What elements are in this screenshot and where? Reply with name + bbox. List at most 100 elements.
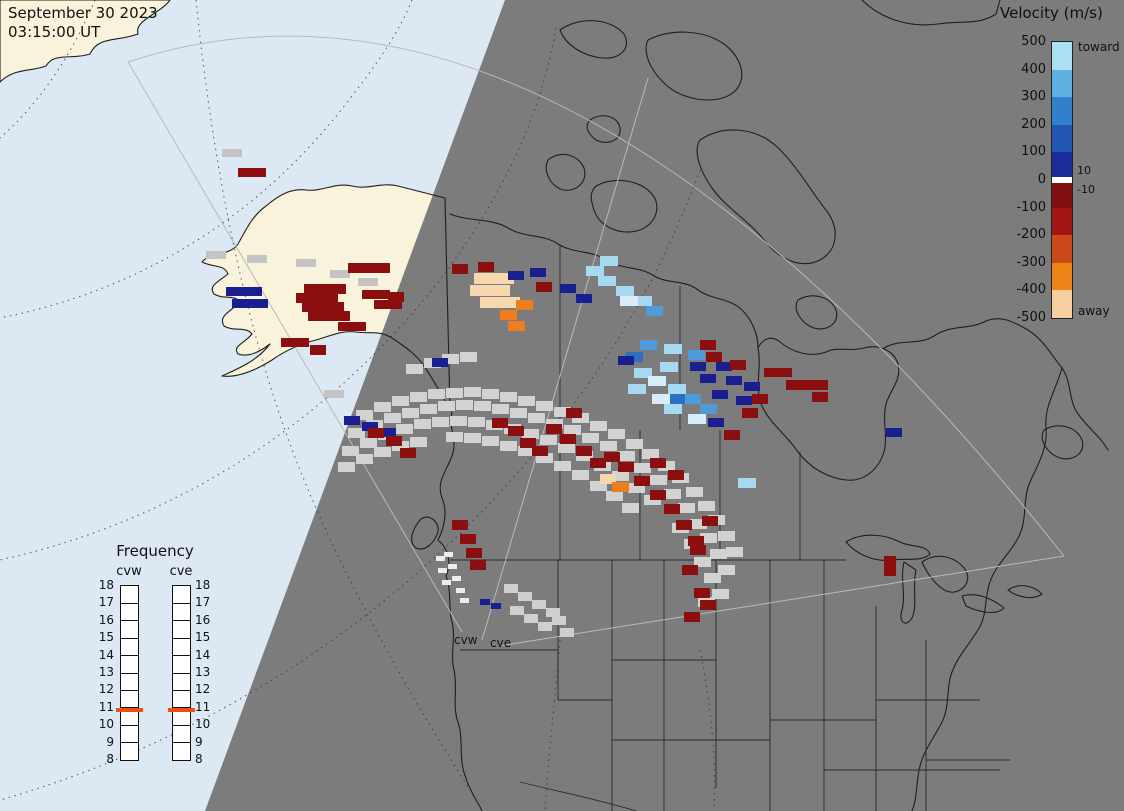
echo-cell-ground-scatter-band <box>406 364 423 374</box>
echo-cell-navy-wide <box>226 287 262 296</box>
frequency-scale-tick <box>121 724 138 726</box>
echo-cell-navy <box>716 362 732 371</box>
frequency-scale-tick <box>121 742 138 744</box>
colorbar-segment <box>1052 124 1072 153</box>
magnetic-graticule <box>0 0 716 811</box>
echo-cell-ground-scatter-band <box>410 392 427 402</box>
echo-cell-red <box>688 536 704 546</box>
frequency-tick-label: 9 <box>195 734 203 749</box>
echo-cell-ground-scatter-band <box>492 404 509 414</box>
echo-cell-ground-scatter-band <box>710 549 727 559</box>
echo-cell-ground-scatter-band <box>464 433 481 443</box>
radar-site-labels: cvw cve <box>454 633 511 650</box>
echo-cell-navy <box>380 428 396 437</box>
velocity-tick-label: 100 <box>1021 144 1046 160</box>
echo-cell-red-med <box>764 368 792 377</box>
echo-cell-red <box>604 452 620 462</box>
echo-cell-ground-scatter-band <box>664 489 681 499</box>
frequency-column-label: cvw <box>116 564 142 579</box>
echo-cell-red <box>690 545 706 555</box>
echo-cell-red-med <box>362 290 390 299</box>
echo-cell-silver-dashes <box>296 259 316 267</box>
echo-cell-ground-scatter-band <box>442 354 459 364</box>
echo-cell-ground-scatter-band <box>618 451 635 461</box>
echo-cell-navy <box>508 271 524 280</box>
echo-cell-ground-scatter-band <box>622 503 639 513</box>
echo-cell-ground-scatter-band <box>518 446 535 456</box>
velocity-away-label: away <box>1078 304 1110 318</box>
echo-cell-silver-dashes <box>222 149 242 157</box>
echo-cell-navy-wide <box>232 299 268 308</box>
frequency-current-marker <box>116 708 143 713</box>
frequency-tick-label: 16 <box>98 612 114 627</box>
velocity-tick-label: 0 <box>1037 172 1046 187</box>
velocity-tick-label: -100 <box>1016 199 1046 215</box>
echo-cell-ground-scatter-near-radar <box>524 614 538 623</box>
echo-cell-ground-scatter-band <box>522 429 539 439</box>
echo-cell-ground-scatter-band <box>572 470 589 480</box>
frequency-current-marker <box>168 708 195 713</box>
echo-cell-ground-scatter-band <box>690 519 707 529</box>
echo-cell-silver-dashes <box>324 390 344 398</box>
echo-cell-navy <box>886 428 902 437</box>
echo-cell-red <box>618 462 634 472</box>
echo-cell-red <box>560 434 576 444</box>
velocity-tick-label: 200 <box>1021 116 1046 132</box>
echo-cell-ground-scatter-band <box>500 441 517 451</box>
echo-cell-blue-medium <box>688 350 705 360</box>
echo-cell-ground-scatter-band <box>428 389 445 399</box>
echo-cell-red <box>368 428 384 438</box>
frequency-scale-tick <box>173 724 190 726</box>
echo-cell-ground-scatter-band <box>634 463 651 473</box>
frequency-tick-label: 13 <box>195 665 211 679</box>
echo-cell-ground-scatter-band <box>342 446 359 456</box>
echo-cell-red <box>492 418 508 428</box>
echo-cell-ground-scatter-band <box>540 435 557 445</box>
echo-cell-navy-small <box>491 603 501 609</box>
colorbar-segment <box>1052 207 1072 236</box>
echo-cell-navy <box>362 422 378 431</box>
colorbar-segment <box>1052 262 1072 291</box>
echo-cell-navy <box>744 382 760 391</box>
echo-cell-red <box>386 436 402 446</box>
echo-cell-red <box>694 588 710 598</box>
echo-cell-ground-scatter-band <box>420 404 437 414</box>
radar-label-cve: cve <box>490 636 511 650</box>
echo-cell-ground-scatter-band <box>482 389 499 399</box>
colorbar-segment <box>1052 152 1072 178</box>
echo-cell-red <box>668 470 684 480</box>
echo-cell-blue-pale <box>652 394 670 404</box>
echo-cell-blue-light <box>664 404 682 414</box>
echo-cell-red-tall <box>884 556 896 576</box>
timestamp: September 30 2023 03:15:00 UT <box>8 4 158 42</box>
echo-cell-ground-scatter-band <box>374 402 391 412</box>
echo-cell-silver-dashes <box>330 270 350 278</box>
echo-cell-ground-scatter-band <box>612 471 629 481</box>
echo-cell-ground-scatter-band <box>712 589 729 599</box>
echo-cell-ground-scatter-band <box>528 413 545 423</box>
echo-cell-ground-scatter-band <box>374 447 391 457</box>
echo-cell-red <box>730 360 746 370</box>
echo-cell-red <box>650 490 666 500</box>
echo-cell-red <box>684 612 700 622</box>
echo-cell-white-streaks <box>438 568 447 573</box>
echo-cell-red <box>724 430 740 440</box>
echo-cell-peach-wide <box>470 285 510 296</box>
echo-cell-ground-scatter-band <box>450 416 467 426</box>
echo-cell-navy <box>618 356 634 365</box>
echo-cell-red <box>664 504 680 514</box>
frequency-scale-tick <box>121 620 138 622</box>
colorbar-segment <box>1052 290 1072 318</box>
echo-cell-blue-medium <box>684 394 701 404</box>
echo-cell-red-wide <box>302 302 344 312</box>
echo-cell-navy <box>576 294 592 303</box>
echo-cell-red <box>546 424 562 434</box>
echo-cell-ground-scatter-band <box>510 408 527 418</box>
echo-cell-silver-dashes <box>206 251 226 259</box>
frequency-tick-label: 10 <box>195 717 211 732</box>
frequency-tick-label: 15 <box>98 630 114 645</box>
echo-cell-blue-pale <box>648 376 666 386</box>
echo-cell-ground-scatter-band <box>582 433 599 443</box>
